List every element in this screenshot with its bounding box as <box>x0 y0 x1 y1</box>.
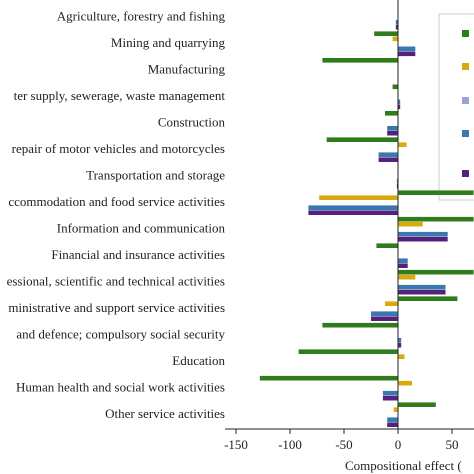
category-label: Transportation and storage <box>86 167 225 182</box>
bar <box>308 205 398 210</box>
x-tick-label: -150 <box>224 437 248 452</box>
bar <box>382 395 398 401</box>
bar <box>319 195 398 200</box>
bar <box>398 142 407 147</box>
category-label: Education <box>172 353 225 368</box>
category-label: Financial and insurance activities <box>51 247 225 262</box>
legend-swatch <box>462 97 469 104</box>
bar <box>395 24 398 30</box>
category-label: Manufacturing <box>148 61 226 76</box>
bar <box>398 221 423 227</box>
bar <box>385 301 398 306</box>
category-label: ccommodation and food service activities <box>8 194 225 209</box>
category-labels: Agriculture, forestry and fishing Mining … <box>7 8 226 421</box>
category-label: ministrative and support service activit… <box>8 300 225 315</box>
bars <box>259 19 474 427</box>
bar <box>376 243 398 248</box>
bar <box>398 190 474 195</box>
bar <box>398 46 416 52</box>
category-label: Agriculture, forestry and fishing <box>57 8 226 23</box>
bar <box>392 84 398 90</box>
category-label: Other service activities <box>105 406 225 421</box>
bar <box>396 178 398 184</box>
category-label: Information and communication <box>57 220 226 235</box>
bar <box>387 422 398 427</box>
bar <box>398 216 474 222</box>
bar <box>398 289 446 295</box>
legend-swatch <box>462 63 469 70</box>
bar <box>308 210 398 215</box>
x-axis: -150 -100 -50 0 50 <box>224 0 474 452</box>
x-tick-label: 50 <box>446 437 459 452</box>
legend-swatch <box>462 170 469 177</box>
bar <box>259 375 398 381</box>
legend-frame <box>438 13 474 201</box>
x-tick-label: 0 <box>395 437 402 452</box>
bar <box>387 417 398 422</box>
bar <box>322 58 398 63</box>
bar <box>398 342 402 348</box>
bar <box>398 236 448 242</box>
bar <box>398 51 416 57</box>
bar <box>398 274 416 280</box>
bar <box>398 263 408 268</box>
bar <box>392 36 398 42</box>
bar <box>393 407 398 412</box>
legend <box>438 13 474 201</box>
bar <box>322 322 398 328</box>
bar <box>326 137 398 142</box>
x-axis-title: Compositional effect ( <box>345 458 462 473</box>
bar <box>398 231 448 237</box>
bar <box>398 402 436 407</box>
bar <box>398 284 446 290</box>
bar <box>374 31 398 36</box>
bar <box>398 99 401 105</box>
bar <box>387 126 398 131</box>
bar <box>398 296 458 301</box>
category-label: Construction <box>158 114 226 129</box>
category-label: essional, scientific and technical activ… <box>7 273 225 288</box>
bar <box>398 258 408 263</box>
bar <box>371 311 398 316</box>
bar <box>382 390 398 396</box>
bar <box>395 19 398 25</box>
bar <box>398 104 401 110</box>
category-label: Mining and quarrying <box>111 35 226 50</box>
bar <box>396 183 398 189</box>
bar <box>398 354 405 359</box>
category-label: repair of motor vehicles and motorcycles <box>12 141 225 156</box>
bar <box>398 337 402 343</box>
bar <box>371 316 398 321</box>
category-label: and defence; compulsory social security <box>16 326 225 341</box>
bar <box>378 152 398 157</box>
bar <box>298 349 398 354</box>
bar <box>378 157 398 162</box>
legend-swatch <box>462 30 469 37</box>
legend-swatch <box>462 130 469 137</box>
category-label: Human health and social work activities <box>16 379 225 394</box>
x-tick-label: -50 <box>335 437 352 452</box>
bar <box>385 111 398 116</box>
category-label: ter supply, sewerage, waste management <box>14 88 226 103</box>
bar <box>398 380 412 386</box>
bar <box>387 130 398 136</box>
x-tick-label: -100 <box>278 437 302 452</box>
bar <box>398 269 474 275</box>
